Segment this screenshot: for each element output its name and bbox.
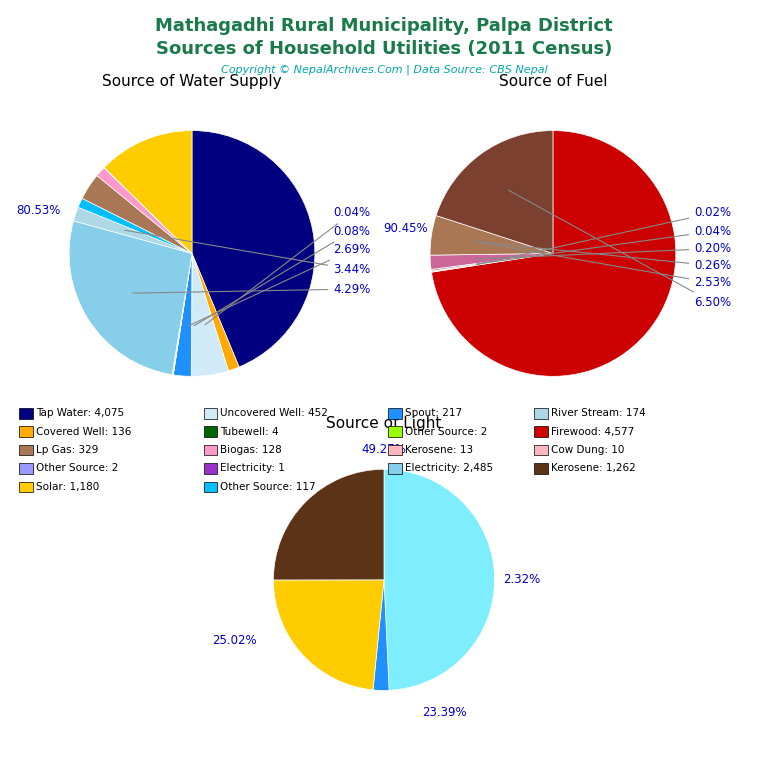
Wedge shape [69,221,192,375]
Wedge shape [373,580,389,690]
Text: 2.69%: 2.69% [189,243,371,326]
Text: 49.27%: 49.27% [362,443,406,456]
Text: Lp Gas: 329: Lp Gas: 329 [36,445,98,455]
Text: Copyright © NepalArchives.Com | Data Source: CBS Nepal: Copyright © NepalArchives.Com | Data Sou… [220,65,548,75]
Wedge shape [432,131,676,376]
Text: 0.02%: 0.02% [477,207,731,265]
Wedge shape [432,253,553,272]
Wedge shape [174,253,192,376]
Text: Tubewell: 4: Tubewell: 4 [220,426,279,437]
Text: Uncovered Well: 452: Uncovered Well: 452 [220,408,328,419]
Text: 3.44%: 3.44% [125,230,371,276]
Text: Covered Well: 136: Covered Well: 136 [36,426,131,437]
Text: Biogas: 128: Biogas: 128 [220,445,282,455]
Text: Electricity: 2,485: Electricity: 2,485 [405,463,493,474]
Wedge shape [192,253,239,371]
Text: Spout: 217: Spout: 217 [405,408,462,419]
Wedge shape [104,167,192,253]
Text: Cow Dung: 10: Cow Dung: 10 [551,445,624,455]
Text: 2.32%: 2.32% [504,574,541,586]
Wedge shape [104,167,192,253]
Title: Source of Fuel: Source of Fuel [498,74,607,89]
Text: 25.02%: 25.02% [213,634,257,647]
Text: Other Source: 2: Other Source: 2 [36,463,118,474]
Wedge shape [436,131,553,253]
Text: Solar: 1,180: Solar: 1,180 [36,482,99,492]
Text: 0.04%: 0.04% [205,207,370,325]
Wedge shape [172,253,192,375]
Text: 90.45%: 90.45% [383,223,428,235]
Text: Kerosene: 1,262: Kerosene: 1,262 [551,463,635,474]
Wedge shape [273,580,384,690]
Wedge shape [173,253,192,375]
Wedge shape [82,176,192,253]
Wedge shape [78,198,192,253]
Text: 0.04%: 0.04% [477,225,731,264]
Wedge shape [97,167,192,253]
Text: 0.26%: 0.26% [477,242,732,272]
Text: Other Source: 2: Other Source: 2 [405,426,487,437]
Title: Source of Light: Source of Light [326,415,442,431]
Text: 80.53%: 80.53% [16,204,61,217]
Wedge shape [430,253,553,270]
Text: 4.29%: 4.29% [133,283,371,296]
Text: 0.08%: 0.08% [194,225,370,326]
Text: 2.53%: 2.53% [477,242,731,290]
Wedge shape [191,253,192,376]
Text: River Stream: 174: River Stream: 174 [551,408,645,419]
Wedge shape [273,469,384,580]
Wedge shape [431,253,553,271]
Text: 0.20%: 0.20% [476,242,731,259]
Wedge shape [104,131,192,253]
Wedge shape [191,253,228,376]
Text: Tap Water: 4,075: Tap Water: 4,075 [36,408,124,419]
Wedge shape [384,469,495,690]
Text: Firewood: 4,577: Firewood: 4,577 [551,426,634,437]
Text: 23.39%: 23.39% [422,706,467,719]
Wedge shape [430,216,553,255]
Text: Electricity: 1: Electricity: 1 [220,463,285,474]
Text: 6.50%: 6.50% [508,190,731,309]
Title: Source of Water Supply: Source of Water Supply [102,74,282,89]
Wedge shape [74,207,192,253]
Text: Other Source: 117: Other Source: 117 [220,482,316,492]
Text: Mathagadhi Rural Municipality, Palpa District
Sources of Household Utilities (20: Mathagadhi Rural Municipality, Palpa Dis… [155,17,613,58]
Text: Kerosene: 13: Kerosene: 13 [405,445,473,455]
Wedge shape [192,131,315,367]
